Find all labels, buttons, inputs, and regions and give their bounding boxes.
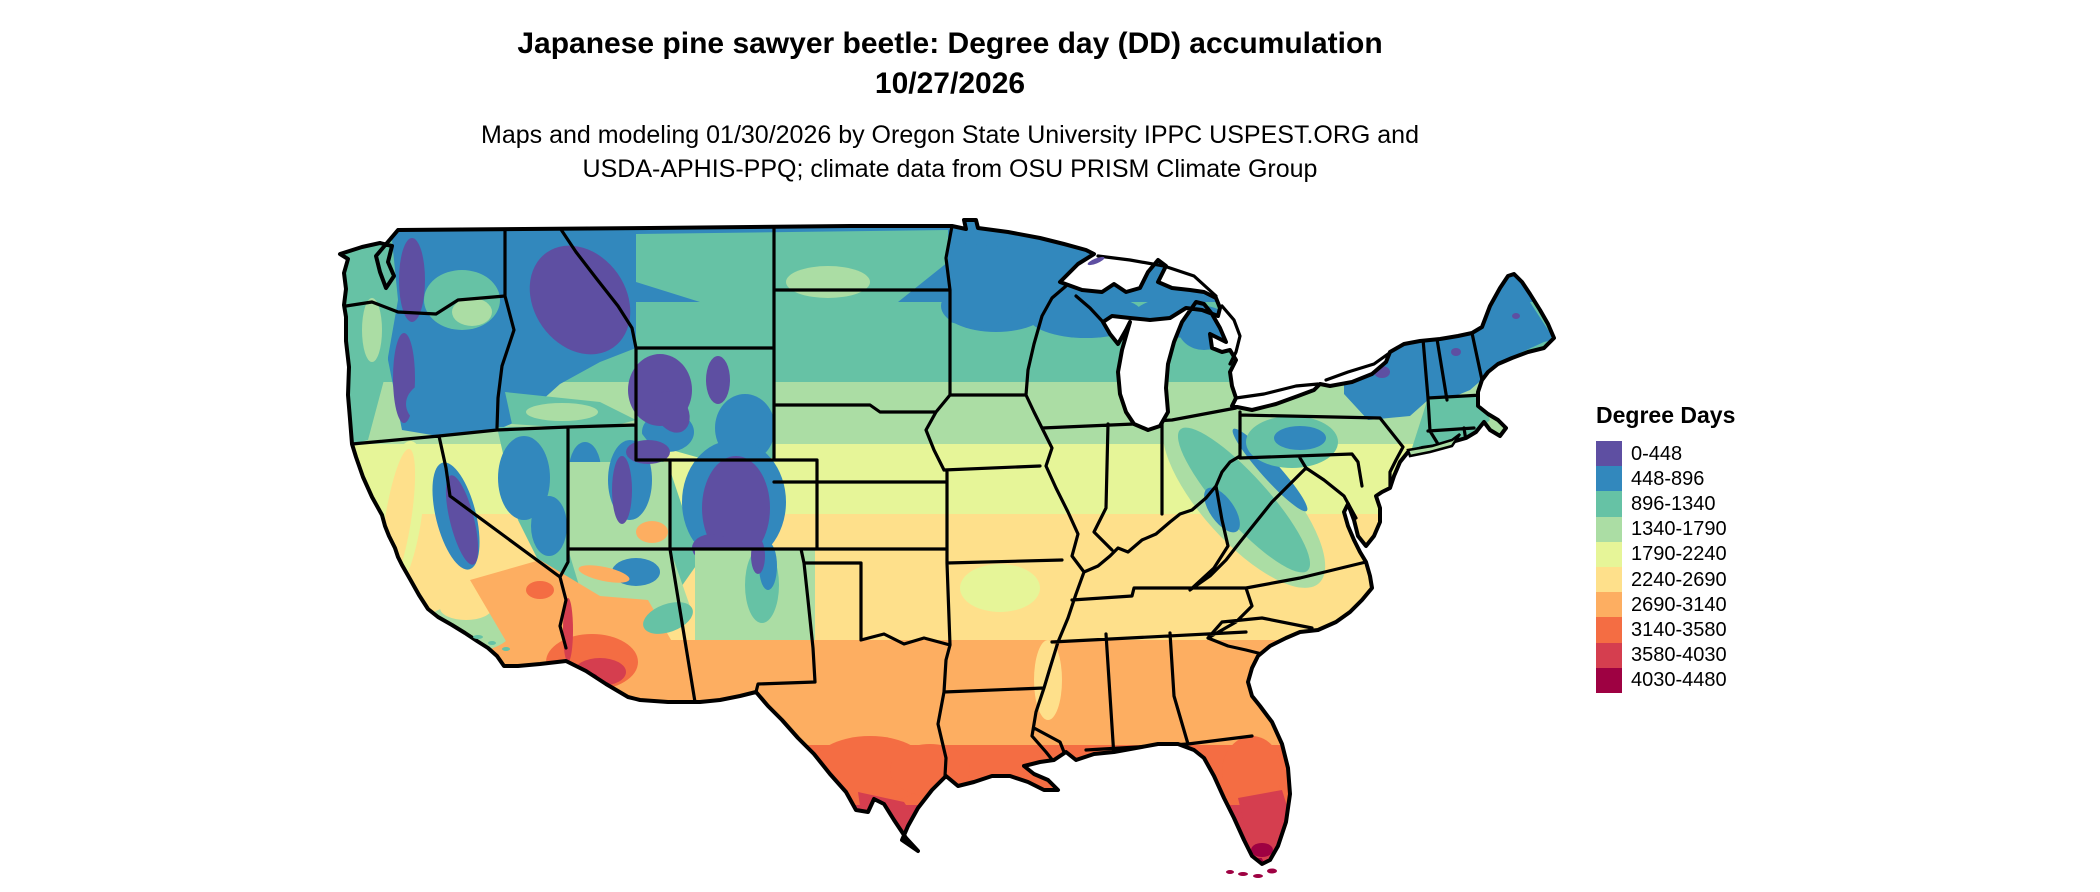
legend-swatch (1596, 617, 1622, 643)
legend-title: Degree Days (1596, 402, 1736, 428)
florida-keys (1253, 874, 1263, 878)
legend-swatch (1596, 491, 1622, 517)
legend-row: 2690-3140 (1596, 592, 1735, 618)
legend-swatch (1596, 541, 1622, 567)
legend-swatch (1596, 466, 1622, 492)
legend-rows: 0-448 448-896 896-1340 1340-1790 1790-22… (1596, 441, 1735, 693)
us-canada-water-boundary (1096, 254, 1390, 400)
legend-label: 1340-1790 (1631, 518, 1727, 541)
map-attribution: Maps and modeling 01/30/2026 by Oregon S… (0, 118, 1900, 186)
legend-label: 4030-4480 (1631, 669, 1727, 692)
legend-label: 448-896 (1631, 467, 1705, 490)
channel-island (502, 647, 510, 651)
legend-label: 1790-2240 (1631, 543, 1727, 566)
legend-swatch (1596, 667, 1622, 693)
legend-swatch (1596, 516, 1622, 542)
florida-keys (1226, 870, 1234, 874)
isle-royale (1087, 256, 1105, 266)
attribution-line2: USDA-APHIS-PPQ; climate data from OSU PR… (582, 155, 1318, 183)
legend-row: 1340-1790 (1596, 516, 1735, 542)
chart-header: Japanese pine sawyer beetle: Degree day … (0, 24, 1900, 186)
legend-row: 3580-4030 (1596, 642, 1735, 668)
legend-label: 896-1340 (1631, 492, 1716, 515)
legend-label: 2240-2690 (1631, 568, 1727, 591)
legend-row: 3140-3580 (1596, 617, 1735, 643)
legend: Degree Days 0-448 448-896 896-1340 1340-… (1596, 402, 1735, 693)
attribution-line1: Maps and modeling 01/30/2026 by Oregon S… (481, 121, 1419, 149)
legend-label: 0-448 (1631, 442, 1683, 465)
florida-keys (1267, 868, 1277, 874)
legend-label: 3140-3580 (1631, 618, 1727, 641)
legend-row: 1790-2240 (1596, 541, 1735, 567)
florida-keys (1238, 872, 1248, 876)
map-title-line1: Japanese pine sawyer beetle: Degree day … (517, 27, 1383, 60)
us-outline (338, 218, 1556, 866)
legend-row: 0-448 (1596, 441, 1735, 467)
channel-island (488, 641, 496, 645)
legend-swatch (1596, 592, 1622, 618)
map-title-date: 10/27/2026 (874, 67, 1026, 100)
long-island (1406, 433, 1462, 458)
state-borders (344, 224, 1484, 778)
channel-island (473, 635, 483, 639)
legend-row: 4030-4480 (1596, 667, 1735, 693)
islands (473, 256, 1462, 878)
legend-label: 3580-4030 (1631, 644, 1727, 667)
legend-row: 896-1340 (1596, 491, 1735, 517)
legend-label: 2690-3140 (1631, 593, 1727, 616)
legend-swatch (1596, 566, 1622, 593)
degree-day-raster (340, 220, 1554, 864)
legend-swatch (1596, 642, 1622, 668)
legend-row: 2240-2690 (1596, 566, 1735, 593)
legend-row: 448-896 (1596, 466, 1735, 492)
legend-swatch (1596, 441, 1622, 467)
